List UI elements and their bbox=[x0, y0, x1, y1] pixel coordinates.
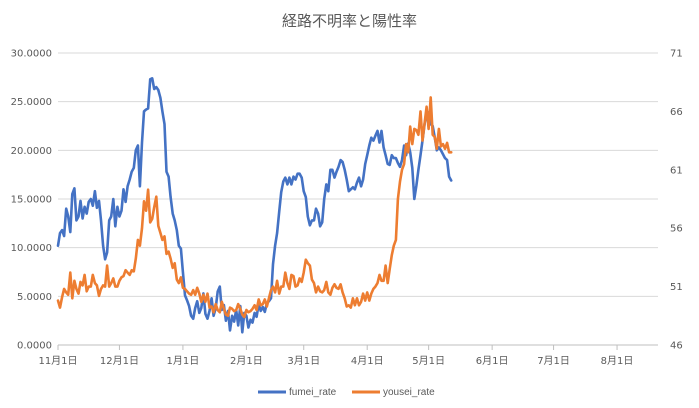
left-tick-label: 20.0000 bbox=[11, 146, 52, 157]
legend-item-yousei-rate: yousei_rate bbox=[352, 387, 435, 398]
left-tick-label: 25.0000 bbox=[11, 97, 52, 108]
right-tick-label: 46 bbox=[670, 341, 683, 352]
right-tick-label: 61 bbox=[670, 165, 683, 176]
x-tick-label: 2月1日 bbox=[230, 355, 263, 367]
left-y-axis: 0.0000 5.0000 10.0000 15.0000 20.0000 25.0000… bbox=[11, 49, 52, 352]
left-tick-label: 0.0000 bbox=[17, 341, 52, 352]
right-y-axis: 46 51 56 61 66 71 bbox=[670, 49, 683, 352]
legend-label-yousei-rate: yousei_rate bbox=[383, 387, 435, 398]
x-tick-label: 11月1日 bbox=[38, 355, 77, 367]
x-tick-label: 3月1日 bbox=[287, 355, 320, 367]
left-tick-label: 5.0000 bbox=[17, 292, 52, 303]
chart-title: 経路不明率と陽性率 bbox=[282, 12, 417, 30]
x-tick-label: 4月1日 bbox=[351, 355, 384, 367]
legend-label-fumei-rate: fumei_rate bbox=[289, 387, 337, 398]
x-tick-label: 1月1日 bbox=[167, 355, 200, 367]
right-tick-label: 71 bbox=[670, 49, 683, 60]
series-line-yousei-rate bbox=[56, 96, 453, 319]
legend: fumei_rate yousei_rate bbox=[258, 387, 435, 398]
x-tick-label: 7月1日 bbox=[537, 355, 570, 367]
gridlines bbox=[58, 52, 658, 297]
right-tick-label: 56 bbox=[670, 224, 683, 235]
series-line-fumei-rate bbox=[56, 77, 453, 334]
right-tick-label: 66 bbox=[670, 107, 683, 118]
right-tick-label: 51 bbox=[670, 282, 683, 293]
x-tick-label: 8月1日 bbox=[601, 355, 634, 367]
left-tick-label: 30.0000 bbox=[11, 49, 52, 60]
series-lines bbox=[56, 77, 453, 334]
x-tick-label: 12月1日 bbox=[100, 355, 139, 367]
legend-item-fumei-rate: fumei_rate bbox=[258, 387, 337, 398]
x-tick-label: 5月1日 bbox=[412, 355, 445, 367]
x-tick-label: 6月1日 bbox=[476, 355, 509, 367]
left-tick-label: 10.0000 bbox=[11, 243, 52, 254]
left-tick-label: 15.0000 bbox=[11, 195, 52, 206]
x-axis: 11月1日 12月1日 1月1日 2月1日 3月1日 4月1日 5月1日 6月1日 7月1日 8月… bbox=[38, 344, 658, 367]
